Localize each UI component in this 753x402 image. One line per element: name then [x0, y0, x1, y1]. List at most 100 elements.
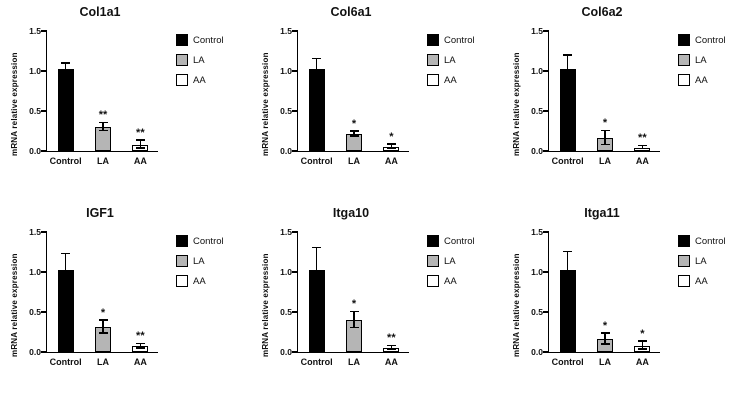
error-bar-cap-bottom	[386, 147, 396, 150]
y-tick-mark	[41, 231, 47, 233]
error-bar-cap-top	[98, 121, 108, 123]
legend-item-aa: AA	[176, 275, 224, 287]
chart-title: Itga11	[584, 206, 620, 220]
y-tick-label: 1.5	[29, 227, 41, 237]
error-bar	[315, 248, 318, 292]
legend-swatch	[427, 74, 439, 86]
chart-col6a1: Col6a1 mRNA relative expression 0.0 0.5 1.0 1…	[251, 0, 502, 201]
legend-swatch	[176, 54, 188, 66]
error-bar-cap-top	[98, 319, 108, 321]
error-bar	[102, 123, 104, 131]
y-tick-mark	[41, 110, 47, 112]
error-bar-cap-top	[312, 246, 322, 248]
y-tick-mark	[292, 231, 298, 233]
chart-title: IGF1	[86, 206, 114, 220]
legend-label: AA	[695, 275, 708, 287]
legend-swatch	[176, 235, 188, 247]
error-bar-cap-bottom	[61, 284, 71, 287]
x-tick-label: Control	[49, 156, 82, 166]
legend-label: LA	[444, 54, 456, 66]
x-tick-label: AA	[384, 357, 398, 367]
x-tick-label: AA	[133, 357, 147, 367]
error-bar-cap-top	[61, 62, 71, 64]
legend-label: AA	[695, 74, 708, 86]
y-tick-mark	[292, 70, 298, 72]
x-tick-label: Control	[300, 357, 333, 367]
y-tick-mark	[543, 150, 549, 152]
error-bar-cap-bottom	[637, 348, 647, 350]
y-tick-label: 1.0	[280, 66, 292, 76]
error-bar-cap-bottom	[349, 135, 359, 137]
error-bar-cap-bottom	[600, 343, 610, 345]
y-tick-mark	[543, 110, 549, 112]
y-tick-label: 1.0	[29, 267, 41, 277]
error-bar-cap-bottom	[135, 347, 145, 349]
x-tick-label: AA	[635, 156, 649, 166]
error-bar-cap-bottom	[349, 326, 359, 328]
error-bar-cap-bottom	[98, 129, 108, 131]
y-tick-mark	[292, 150, 298, 152]
legend-swatch	[678, 255, 690, 267]
legend-label: LA	[193, 54, 205, 66]
significance-marker: **	[136, 330, 145, 342]
legend-swatch	[176, 275, 188, 287]
x-tick-label: LA	[97, 357, 109, 367]
error-bar	[641, 341, 644, 350]
legend-label: Control	[193, 235, 224, 247]
legend-swatch	[678, 34, 690, 46]
y-tick-label: 1.5	[531, 227, 543, 237]
error-bar-cap-top	[637, 340, 647, 342]
legend: Control LA AA	[176, 34, 224, 86]
significance-marker: *	[351, 117, 357, 130]
legend-label: AA	[444, 74, 457, 86]
error-bar-cap-bottom	[563, 287, 573, 289]
significance-marker: *	[640, 327, 645, 340]
y-tick-label: 0.5	[531, 307, 543, 317]
chart-title: Col1a1	[79, 5, 121, 19]
x-tick-label: LA	[97, 156, 109, 166]
legend-item-la: LA	[176, 255, 224, 267]
chart-col1a1: Col1a1 mRNA relative expression 0.0 0.5 1.0 1…	[0, 0, 251, 201]
y-tick-mark	[41, 30, 47, 32]
error-bar-cap-bottom	[135, 147, 145, 149]
y-tick-label: 1.5	[29, 26, 41, 36]
legend-swatch	[678, 54, 690, 66]
significance-marker: *	[389, 130, 394, 143]
significance-marker: *	[602, 117, 608, 129]
error-bar	[102, 320, 104, 334]
y-tick-label: 0.0	[531, 146, 543, 156]
error-bar	[390, 346, 393, 350]
y-tick-mark	[543, 271, 549, 273]
error-bar-cap-top	[563, 54, 573, 56]
error-bar	[604, 333, 606, 345]
x-tick-label: AA	[133, 156, 147, 166]
legend: Control LA AA	[176, 235, 224, 287]
error-bar	[315, 59, 318, 80]
error-bar-cap-top	[386, 143, 396, 145]
legend-label: Control	[695, 235, 726, 247]
x-tick-label: LA	[348, 357, 360, 367]
plot-area: 0.0 0.5 1.0 1.5 Control ** LA ** AA	[29, 26, 158, 166]
legend-label: LA	[695, 54, 707, 66]
legend-label: LA	[444, 255, 456, 267]
x-tick-label: AA	[384, 156, 398, 166]
legend-item-control: Control	[678, 34, 726, 46]
x-tick-label: Control	[49, 357, 82, 367]
legend-item-aa: AA	[427, 275, 475, 287]
y-tick-mark	[292, 110, 298, 112]
x-tick-label: Control	[551, 357, 584, 367]
error-bar-cap-bottom	[61, 73, 71, 75]
legend-swatch	[176, 255, 188, 267]
error-bar-cap-top	[600, 332, 610, 334]
legend-swatch	[176, 74, 188, 86]
legend-item-la: LA	[176, 54, 224, 66]
y-tick-mark	[41, 311, 47, 313]
y-tick-label: 1.5	[280, 26, 292, 36]
y-tick-mark	[543, 30, 549, 32]
significance-marker: *	[351, 298, 357, 310]
y-tick-mark	[41, 351, 47, 353]
error-bar	[64, 254, 67, 287]
error-bar-cap-top	[386, 344, 396, 347]
plot-area: 0.0 0.5 1.0 1.5 Control * LA ** AA	[531, 26, 660, 166]
legend-swatch	[678, 275, 690, 287]
